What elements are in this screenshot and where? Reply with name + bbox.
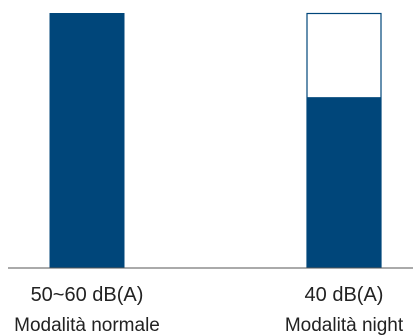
value-label-night: 40 dB(A) [305, 284, 384, 306]
bar-night [306, 97, 382, 269]
value-label-normal: 50~60 dB(A) [31, 284, 144, 306]
bar-normale [49, 13, 125, 268]
category-label-night: Modalità night [285, 315, 404, 336]
category-label-normal: Modalità normale [14, 315, 160, 336]
bars-group [49, 12, 382, 269]
